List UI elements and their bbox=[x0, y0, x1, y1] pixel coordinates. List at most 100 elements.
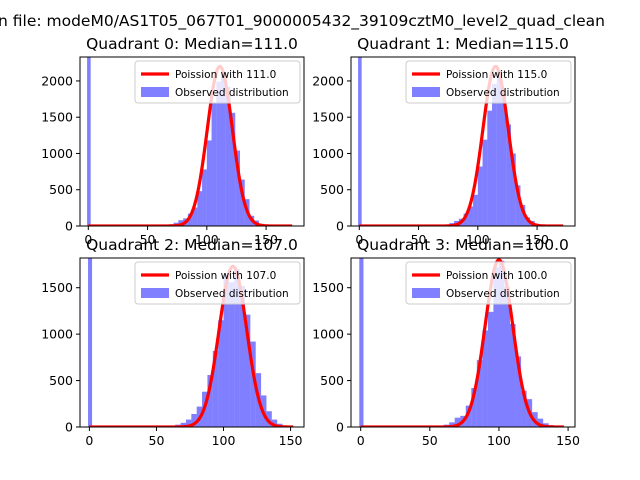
hist-bar bbox=[250, 341, 256, 427]
hist-bar bbox=[537, 418, 544, 427]
hist-bar bbox=[212, 350, 219, 427]
x-tick-label: 150 bbox=[525, 232, 549, 247]
hist-bar bbox=[504, 286, 511, 427]
legend-hist-swatch bbox=[141, 288, 169, 298]
poisson-curve bbox=[359, 258, 565, 427]
hist-bar bbox=[506, 124, 511, 226]
x-tick-label: 0 bbox=[357, 433, 365, 448]
legend: Poission with 107.0 Observed distribution bbox=[134, 261, 301, 305]
hist-bar bbox=[225, 86, 231, 226]
hist-bar bbox=[230, 112, 236, 226]
axes-frame bbox=[79, 56, 305, 227]
hist-bar bbox=[240, 179, 245, 226]
hist-bar bbox=[476, 360, 483, 427]
y-tick-label: 500 bbox=[49, 182, 73, 197]
y-tick-label: 1000 bbox=[312, 327, 344, 342]
y-tick-label: 1500 bbox=[312, 110, 344, 125]
x-tick-label: 100 bbox=[195, 232, 219, 247]
hist-bar bbox=[501, 93, 507, 226]
legend-hist-swatch bbox=[141, 87, 169, 97]
legend-hist-label: Observed distribution bbox=[175, 288, 289, 300]
hist-bar bbox=[239, 285, 245, 427]
hist-bar bbox=[218, 320, 224, 427]
subplot-title: Quadrant 3: Median=100.0 bbox=[357, 236, 569, 254]
x-tick-label: 0 bbox=[85, 433, 93, 448]
y-tick-label: 2000 bbox=[312, 73, 344, 88]
hist-bar bbox=[468, 206, 474, 226]
legend-hist-label: Observed distribution bbox=[446, 87, 560, 99]
y-tick-label: 0 bbox=[65, 420, 73, 435]
hist-bar bbox=[493, 267, 499, 427]
legend-frame bbox=[405, 261, 572, 305]
figure-suptitle: n file: modeM0/AS1T05_067T01_9000005432_… bbox=[0, 12, 605, 31]
hist-bar bbox=[271, 419, 278, 427]
x-tick-label: 50 bbox=[422, 433, 438, 448]
hist-bar bbox=[223, 274, 229, 427]
hist-bar bbox=[520, 204, 526, 226]
y-tick-label: 500 bbox=[49, 373, 73, 388]
y-tick-label: 1000 bbox=[312, 146, 344, 161]
y-tick-label: 500 bbox=[320, 182, 344, 197]
plot-area bbox=[87, 57, 294, 226]
x-tick-label: 150 bbox=[254, 232, 278, 247]
hist-bar bbox=[234, 269, 240, 427]
legend-frame bbox=[134, 261, 301, 305]
hist-bar-zero bbox=[88, 258, 93, 427]
hist-bar-zero bbox=[358, 57, 362, 226]
hist-bar bbox=[191, 414, 197, 427]
plot-area bbox=[88, 258, 295, 427]
hist-bar bbox=[487, 110, 493, 226]
legend-curve-label: Poission with 107.0 bbox=[175, 270, 276, 282]
y-tick-label: 0 bbox=[336, 219, 344, 234]
hist-bar bbox=[211, 102, 217, 226]
legend: Poission with 111.0 Observed distribution bbox=[134, 60, 301, 104]
hist-bar bbox=[235, 150, 240, 226]
hist-bar bbox=[180, 422, 186, 427]
x-tick-label: 50 bbox=[149, 433, 165, 448]
subplot-title: Quadrant 1: Median=115.0 bbox=[357, 35, 569, 53]
poisson-curve bbox=[358, 64, 565, 226]
legend-hist-label: Observed distribution bbox=[175, 87, 289, 99]
hist-bar bbox=[187, 213, 193, 226]
axes-frame bbox=[79, 257, 305, 428]
x-tick-label: 150 bbox=[279, 433, 303, 448]
hist-bar bbox=[216, 81, 222, 226]
hist-bar bbox=[515, 356, 522, 427]
hist-bar bbox=[197, 191, 203, 226]
hist-bar bbox=[496, 70, 502, 226]
hist-bar bbox=[207, 375, 213, 427]
y-tick-label: 1500 bbox=[41, 110, 73, 125]
y-tick-label: 0 bbox=[336, 420, 344, 435]
hist-bar bbox=[492, 83, 497, 226]
hist-bar bbox=[521, 390, 527, 427]
legend-curve-label: Poission with 115.0 bbox=[446, 69, 547, 81]
legend-hist-swatch bbox=[412, 87, 440, 97]
hist-bar bbox=[221, 75, 226, 226]
subplot-title: Quadrant 0: Median=111.0 bbox=[86, 35, 298, 53]
x-tick-label: 100 bbox=[212, 433, 236, 448]
poisson-curve bbox=[88, 264, 295, 427]
legend-frame bbox=[134, 60, 301, 104]
hist-bar-zero bbox=[359, 258, 364, 427]
x-tick-label: 100 bbox=[466, 232, 490, 247]
subplot-title: Quadrant 2: Median=107.0 bbox=[86, 236, 298, 254]
hist-bar bbox=[482, 139, 488, 226]
plot-area bbox=[358, 57, 565, 226]
legend: Poission with 100.0 Observed distribution bbox=[405, 261, 572, 305]
hist-bar bbox=[185, 419, 192, 427]
hist-bar bbox=[454, 417, 461, 427]
poisson-curve bbox=[87, 64, 294, 226]
hist-bar bbox=[515, 185, 521, 226]
y-tick-label: 2000 bbox=[41, 73, 73, 88]
hist-bar bbox=[463, 213, 469, 226]
axes-frame bbox=[350, 56, 576, 227]
legend-hist-swatch bbox=[412, 288, 440, 298]
x-tick-label: 0 bbox=[84, 232, 92, 247]
x-tick-label: 100 bbox=[487, 433, 511, 448]
legend: Poission with 115.0 Observed distribution bbox=[405, 60, 572, 104]
x-tick-label: 0 bbox=[355, 232, 363, 247]
